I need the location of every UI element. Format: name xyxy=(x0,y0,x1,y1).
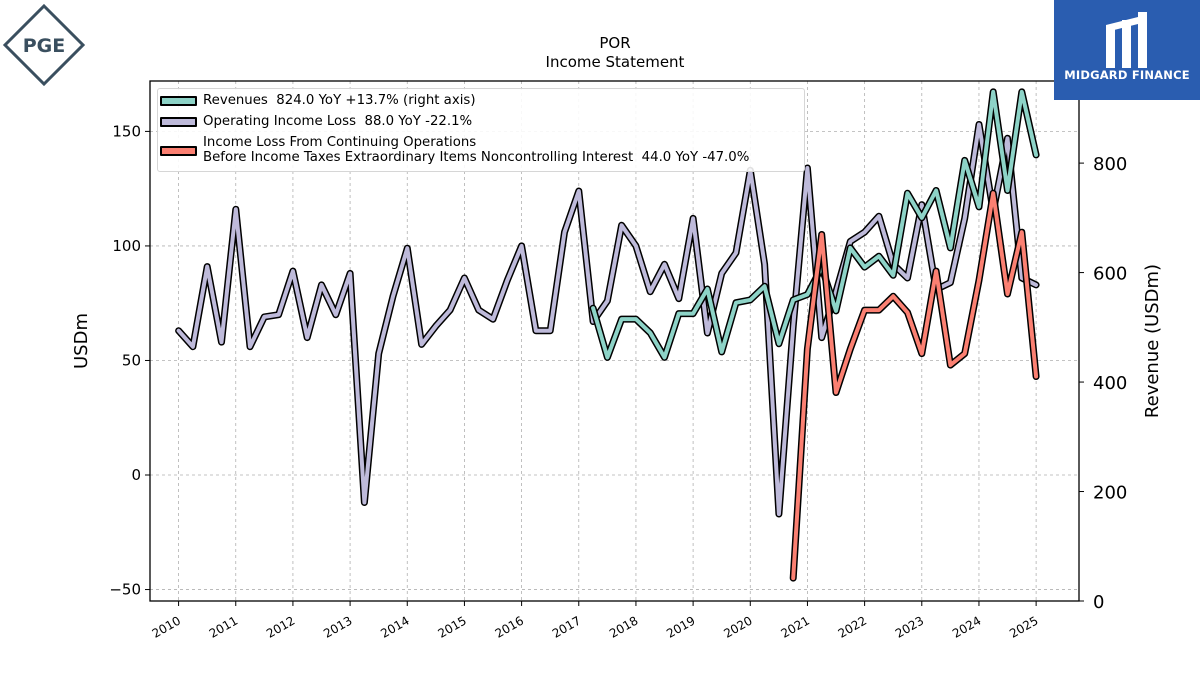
right-tick-label: 800 xyxy=(1093,154,1127,175)
x-tick-label: 2011 xyxy=(207,613,240,640)
chart-subtitle: Income Statement xyxy=(546,53,685,71)
x-tick-label: 2021 xyxy=(778,613,811,640)
company-logo-text: PGE xyxy=(23,35,66,57)
left-tick-label: 50 xyxy=(122,351,141,369)
legend: Revenues 824.0 YoY +13.7% (right axis) O… xyxy=(157,88,805,172)
right-tick-label: 200 xyxy=(1093,483,1127,504)
x-tick-label: 2013 xyxy=(321,613,354,640)
left-tick-label: 150 xyxy=(112,122,141,140)
series-lines xyxy=(175,88,1040,582)
x-tick-label: 2018 xyxy=(607,613,640,640)
x-tick-label: 2015 xyxy=(435,613,468,640)
right-tick-label: 600 xyxy=(1093,264,1127,285)
legend-label-pretax: Income Loss From Continuing Operations B… xyxy=(203,135,750,165)
x-tick-label: 2022 xyxy=(836,613,869,640)
legend-label-operating: Operating Income Loss 88.0 YoY -22.1% xyxy=(203,114,473,129)
x-tick-label: 2012 xyxy=(264,613,297,640)
brand-emblem-icon xyxy=(1106,12,1147,68)
x-tick-label: 2023 xyxy=(893,613,926,640)
right-tick-label: 0 xyxy=(1093,592,1104,613)
left-tick-label: 100 xyxy=(112,237,141,255)
x-tick-label: 2025 xyxy=(1007,613,1040,640)
x-tick-label: 2010 xyxy=(150,613,183,640)
x-tick-label: 2017 xyxy=(550,613,583,640)
brand-name: MIDGARD FINANCE xyxy=(1064,68,1190,82)
x-tick-label: 2014 xyxy=(378,613,411,640)
x-tick-label: 2019 xyxy=(664,613,697,640)
legend-swatch-pretax xyxy=(160,146,197,156)
chart-ticker: POR xyxy=(599,34,630,52)
left-tick-label: 0 xyxy=(131,466,141,484)
plot-frame xyxy=(149,80,1080,602)
right-axis-label: Revenue (USDm) xyxy=(1142,264,1163,418)
left-tick-label: −50 xyxy=(109,581,141,599)
legend-swatch-operating xyxy=(160,117,197,127)
x-tick-label: 2020 xyxy=(721,613,754,640)
left-axis-label: USDm xyxy=(71,313,92,369)
series-pretax-income xyxy=(791,191,1039,581)
company-logo: PGE xyxy=(2,3,86,87)
legend-swatch-revenues xyxy=(160,96,197,106)
legend-label-revenues: Revenues 824.0 YoY +13.7% (right axis) xyxy=(203,93,476,108)
brand-logo: MIDGARD FINANCE xyxy=(1054,0,1200,100)
x-tick-label: 2016 xyxy=(493,613,526,640)
x-tick-label: 2024 xyxy=(950,613,983,640)
right-tick-label: 400 xyxy=(1093,373,1127,394)
